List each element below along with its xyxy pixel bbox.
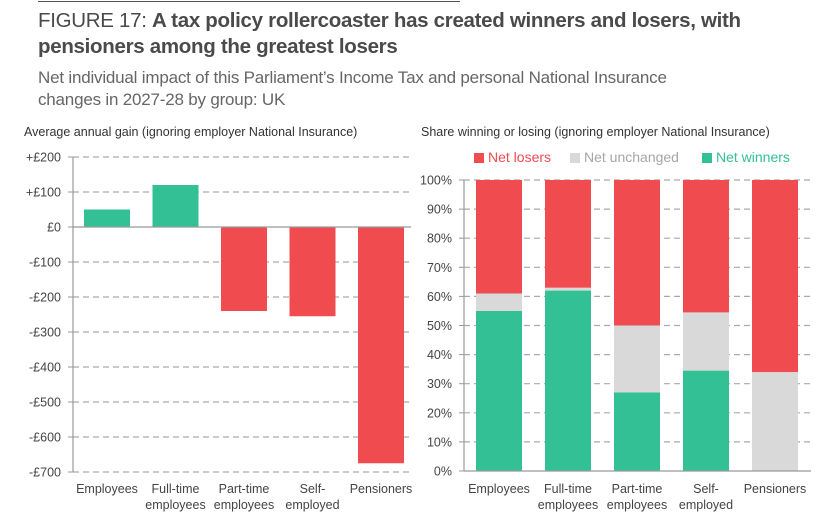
right-bar-segment-net-unchanged — [683, 312, 729, 371]
right-bar-segment-net-losers — [476, 180, 522, 294]
left-chart-title: Average annual gain (ignoring employer N… — [24, 125, 357, 139]
right-stacked-bars — [476, 180, 798, 471]
left-tick-label: -£700 — [29, 466, 61, 480]
right-tick-label: 90% — [427, 203, 452, 217]
left-tick-label: -£100 — [29, 256, 61, 270]
left-bar — [289, 227, 336, 317]
left-y-axis-ticks: +£200 +£100 £0 -£100 -£200 -£300 -£400 -£500 -£6… — [26, 151, 73, 480]
right-bar-segment-net-losers — [545, 180, 591, 288]
right-chart-share: Share winning or losing (ignoring employ… — [420, 125, 811, 512]
right-axes — [463, 180, 811, 472]
left-category-label: employees — [214, 498, 274, 512]
legend-label: Net unchanged — [584, 149, 679, 165]
right-bar-segment-net-winners — [545, 290, 591, 471]
right-tick-label: 100% — [420, 174, 452, 188]
left-tick-label: -£500 — [29, 396, 61, 410]
left-bar — [221, 227, 267, 311]
right-chart-title: Share winning or losing (ignoring employ… — [421, 125, 770, 139]
left-tick-label: -£600 — [29, 431, 61, 445]
right-bar-segment-net-unchanged — [476, 293, 522, 311]
legend-label: Net losers — [488, 149, 551, 165]
right-category-label: employed — [679, 498, 733, 512]
legend-swatch — [702, 153, 712, 163]
right-category-label: employees — [607, 498, 667, 512]
left-tick-label: £0 — [47, 221, 61, 235]
right-tick-label: 20% — [427, 406, 452, 420]
right-y-axis-ticks: 100% 90% 80% 70% 60% 50% 40% 30% 20% 10% 0% — [420, 174, 464, 479]
left-tick-label: +£200 — [26, 151, 61, 165]
left-bar — [358, 227, 404, 464]
right-x-axis-labels: Employees Full-time employees Part-time empl… — [468, 482, 806, 512]
right-category-label: Part-time — [612, 482, 663, 496]
left-axes — [72, 157, 411, 472]
figure-subtitle-line2: changes in 2027-28 by group: UK — [38, 90, 286, 109]
left-tick-label: -£200 — [29, 291, 61, 305]
right-legend: Net losers Net unchanged Net winners — [474, 149, 790, 165]
figure-title-line1: A tax policy rollercoaster has created w… — [152, 9, 741, 32]
right-bar-segment-net-losers — [752, 180, 798, 373]
right-category-label: Full-time — [544, 482, 592, 496]
figure-title: FIGURE 17: A tax policy rollercoaster ha… — [38, 8, 798, 60]
legend-label: Net winners — [716, 149, 790, 165]
right-bar-segment-net-unchanged — [545, 287, 591, 291]
figure-subtitle-line1: Net individual impact of this Parliament… — [38, 68, 667, 87]
right-tick-label: 30% — [427, 377, 452, 391]
figure-title-line2: pensioners among the greatest losers — [38, 35, 398, 58]
right-tick-label: 60% — [427, 290, 452, 304]
figure-number: FIGURE 17: — [38, 9, 153, 32]
right-tick-label: 0% — [434, 465, 452, 479]
right-tick-label: 50% — [427, 319, 452, 333]
legend-swatch — [570, 153, 580, 163]
left-category-label: employed — [285, 498, 339, 512]
right-bar-segment-net-losers — [614, 180, 660, 326]
right-bar-segment-net-winners — [476, 310, 522, 471]
right-category-label: employees — [538, 498, 598, 512]
left-category-label: Employees — [76, 482, 138, 496]
legend-swatch — [474, 153, 484, 163]
figure-subtitle: Net individual impact of this Parliament… — [38, 67, 798, 111]
right-tick-label: 10% — [427, 435, 452, 449]
right-category-label: Self- — [693, 482, 719, 496]
left-tick-label: -£300 — [29, 326, 61, 340]
right-tick-label: 70% — [427, 261, 452, 275]
left-category-label: employees — [145, 498, 205, 512]
left-x-axis-labels: Employees Full-time employees Part-time empl… — [76, 482, 412, 512]
left-category-label: Self- — [300, 482, 326, 496]
right-bar-segment-net-unchanged — [752, 372, 798, 471]
left-category-label: Pensioners — [350, 482, 413, 496]
top-rule — [38, 1, 460, 2]
left-bar — [152, 185, 199, 227]
right-tick-label: 40% — [427, 348, 452, 362]
right-category-label: Pensioners — [744, 482, 807, 496]
left-category-label: Full-time — [152, 482, 200, 496]
left-tick-label: -£400 — [29, 361, 61, 375]
left-gridlines — [73, 156, 411, 473]
left-tick-label: +£100 — [26, 186, 61, 200]
right-tick-label: 80% — [427, 232, 452, 246]
left-bars — [84, 185, 404, 464]
right-bar-segment-net-losers — [683, 180, 729, 313]
right-bar-segment-net-winners — [683, 370, 729, 471]
left-chart-average-gain: Average annual gain (ignoring employer N… — [24, 125, 412, 512]
left-category-label: Part-time — [219, 482, 270, 496]
right-bar-segment-net-winners — [614, 392, 660, 471]
right-category-label: Employees — [468, 482, 530, 496]
left-bar — [84, 209, 130, 227]
right-bar-segment-net-unchanged — [614, 325, 660, 393]
